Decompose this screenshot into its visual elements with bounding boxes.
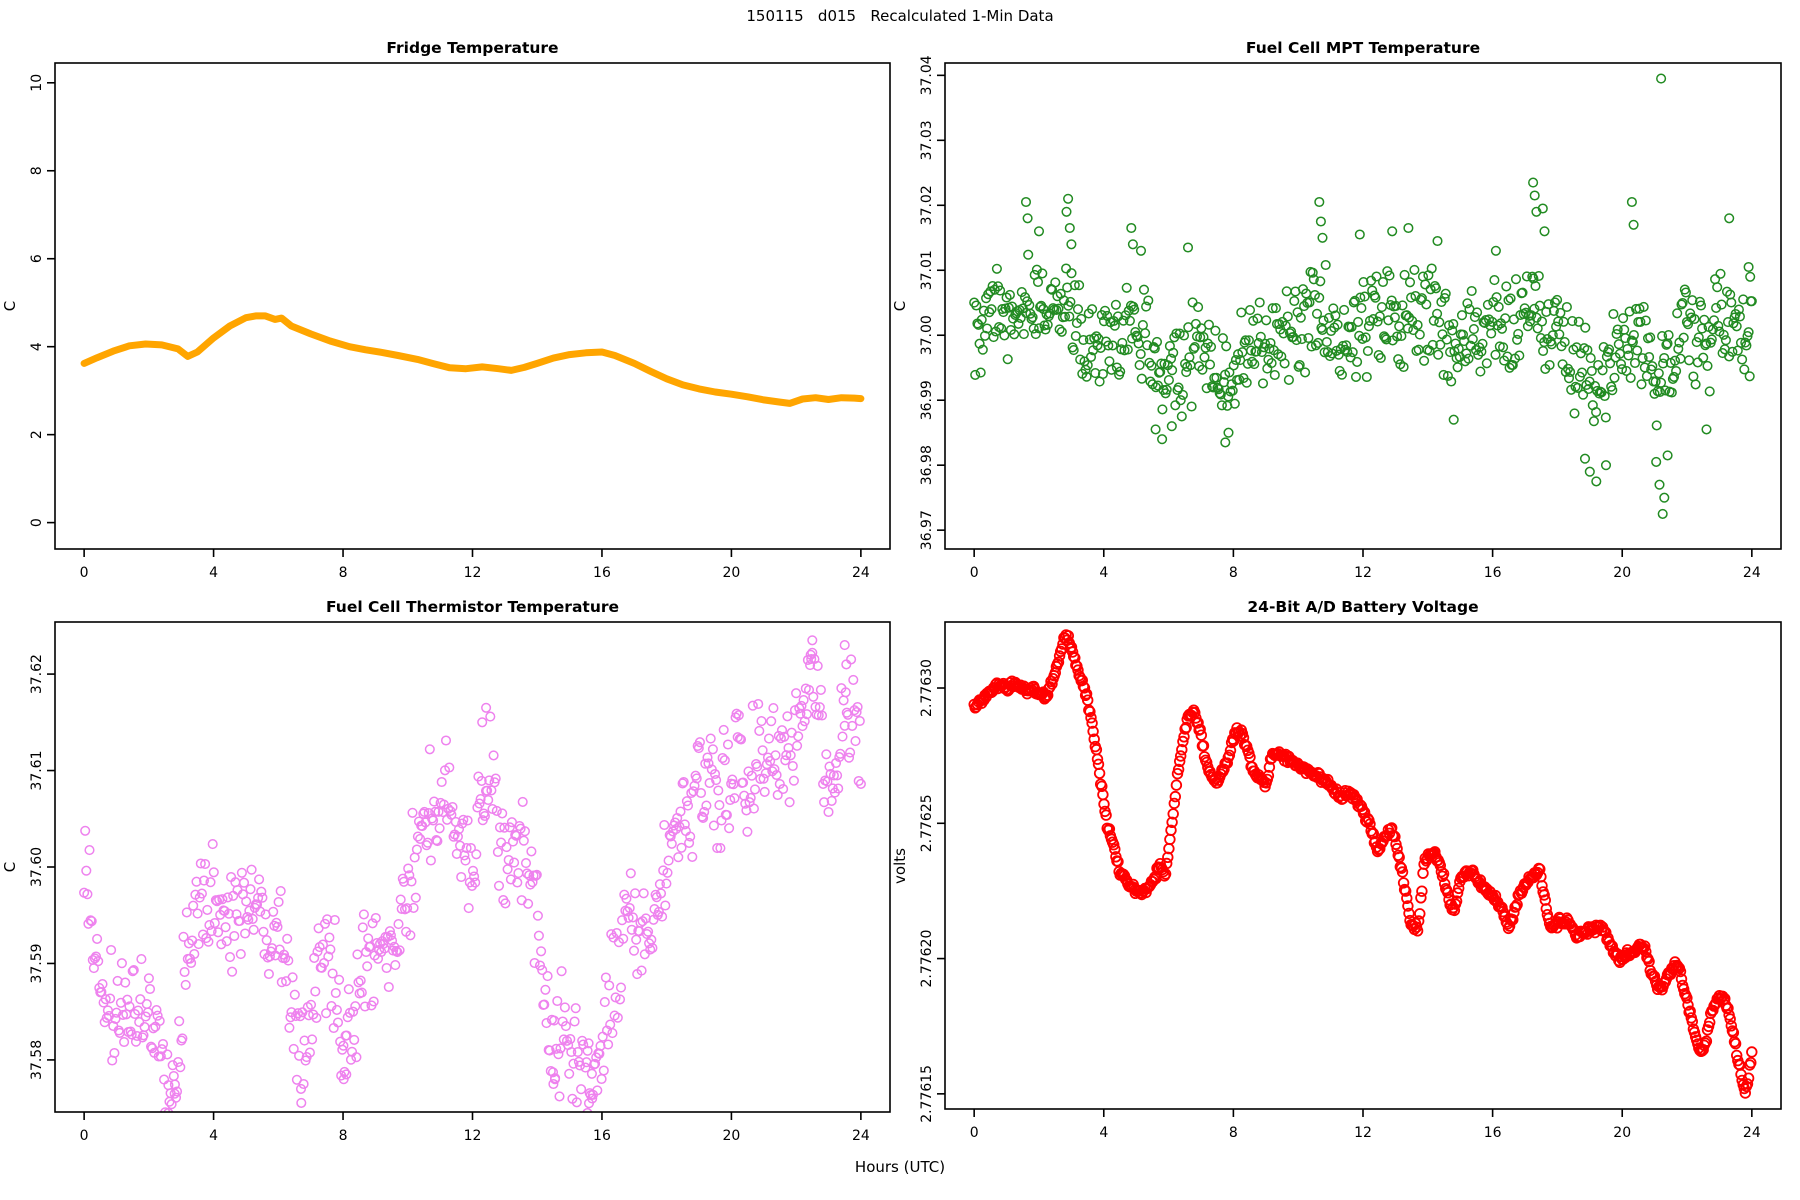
fridge-temperature-series xyxy=(80,312,865,407)
svg-text:24: 24 xyxy=(852,565,870,581)
fuel-cell-mpt-temperature-tick-labels: 0 4 8 12 16 20 24 36.97 36.98 36.99 37.00 37.01 37.0… xyxy=(919,55,1761,581)
svg-text:2.77620: 2.77620 xyxy=(919,930,935,988)
fuel-cell-thermistor-temperature-plot: 0 4 8 12 16 20 24 37.58 37.59 37.60 37.61 37.62 xyxy=(29,621,891,1144)
svg-text:8: 8 xyxy=(1229,1125,1238,1141)
y-axis-label-fridge: C xyxy=(1,300,19,312)
svg-text:10: 10 xyxy=(29,74,45,92)
fuel-cell-thermistor-temperature-axes xyxy=(47,673,862,1120)
fuel-cell-mpt-temperature-series xyxy=(969,73,1757,519)
svg-text:4: 4 xyxy=(29,342,45,351)
24-bit-ad-battery-voltage-series xyxy=(968,629,1758,1099)
svg-text:4: 4 xyxy=(1099,1125,1108,1141)
chart-title-fridge-temperature: Fridge Temperature xyxy=(386,39,559,57)
svg-text:24: 24 xyxy=(1743,565,1761,581)
svg-text:0: 0 xyxy=(80,1128,89,1144)
svg-text:37.58: 37.58 xyxy=(29,1040,45,1080)
svg-text:36.98: 36.98 xyxy=(919,445,935,485)
fuel-cell-thermistor-temperature-tick-labels: 0 4 8 12 16 20 24 37.58 37.59 37.60 37.61 37.62 xyxy=(29,654,870,1144)
svg-text:16: 16 xyxy=(593,565,611,581)
fuel-cell-thermistor-temperature-series xyxy=(79,635,866,1112)
svg-text:16: 16 xyxy=(1484,565,1502,581)
svg-text:0: 0 xyxy=(970,565,979,581)
svg-text:37.61: 37.61 xyxy=(29,750,45,790)
svg-text:12: 12 xyxy=(464,565,482,581)
fuel-cell-mpt-temperature-plot: 0 4 8 12 16 20 24 36.97 36.98 36.99 37.00 37.01 37.0… xyxy=(919,55,1782,581)
svg-text:36.99: 36.99 xyxy=(919,380,935,420)
y-axis-label-mpt: C xyxy=(891,300,909,312)
24-bit-ad-battery-voltage-plot: 0 4 8 12 16 20 24 2.77615 2.77620 2.77625 2.77630 xyxy=(919,621,1782,1141)
fuel-cell-mpt-temperature-axes xyxy=(937,74,1753,557)
svg-text:6: 6 xyxy=(29,254,45,263)
svg-text:16: 16 xyxy=(593,1128,611,1144)
svg-text:37.01: 37.01 xyxy=(919,250,935,290)
y-axis-label-volts: volts xyxy=(891,847,909,884)
svg-text:20: 20 xyxy=(723,565,741,581)
svg-text:0: 0 xyxy=(80,565,89,581)
24-bit-ad-battery-voltage-axes xyxy=(937,687,1753,1117)
svg-text:2.77630: 2.77630 xyxy=(919,659,935,717)
svg-text:8: 8 xyxy=(339,1128,348,1144)
svg-text:8: 8 xyxy=(339,565,348,581)
svg-text:2.77615: 2.77615 xyxy=(919,1065,935,1123)
svg-text:24: 24 xyxy=(1743,1125,1761,1141)
svg-text:4: 4 xyxy=(209,1128,218,1144)
svg-text:20: 20 xyxy=(1613,1125,1631,1141)
svg-text:4: 4 xyxy=(1099,565,1108,581)
svg-text:12: 12 xyxy=(1354,1125,1372,1141)
svg-text:37.62: 37.62 xyxy=(29,654,45,694)
y-axis-label-thermistor: C xyxy=(1,861,19,873)
svg-text:24: 24 xyxy=(852,1128,870,1144)
chart-title-battery-voltage: 24-Bit A/D Battery Voltage xyxy=(1247,598,1479,616)
svg-text:37.04: 37.04 xyxy=(919,55,935,95)
svg-text:12: 12 xyxy=(1354,565,1372,581)
figure-title: 150115 d015 Recalculated 1-Min Data xyxy=(746,7,1054,25)
24-bit-ad-battery-voltage-tick-labels: 0 4 8 12 16 20 24 2.77615 2.77620 2.77625 2.77630 xyxy=(919,659,1761,1141)
svg-text:2.77625: 2.77625 xyxy=(919,794,935,852)
chart-title-fuel-cell-mpt-temperature: Fuel Cell MPT Temperature xyxy=(1245,39,1481,57)
svg-text:0: 0 xyxy=(29,518,45,527)
svg-text:20: 20 xyxy=(723,1128,741,1144)
svg-text:20: 20 xyxy=(1613,565,1631,581)
svg-text:37.02: 37.02 xyxy=(919,185,935,225)
fridge-temperature-axes xyxy=(47,81,862,557)
svg-text:37.60: 37.60 xyxy=(29,847,45,887)
svg-text:36.97: 36.97 xyxy=(919,510,935,550)
svg-text:37.00: 37.00 xyxy=(919,315,935,355)
svg-text:12: 12 xyxy=(464,1128,482,1144)
svg-text:8: 8 xyxy=(1229,565,1238,581)
svg-text:0: 0 xyxy=(970,1125,979,1141)
svg-text:4: 4 xyxy=(209,565,218,581)
svg-text:37.59: 37.59 xyxy=(29,943,45,983)
svg-text:16: 16 xyxy=(1484,1125,1502,1141)
chart-title-fuel-cell-thermistor-temperature: Fuel Cell Thermistor Temperature xyxy=(325,598,620,616)
svg-text:8: 8 xyxy=(29,166,45,175)
svg-text:2: 2 xyxy=(29,430,45,439)
x-axis-label: Hours (UTC) xyxy=(854,1158,946,1176)
svg-text:37.03: 37.03 xyxy=(919,120,935,160)
